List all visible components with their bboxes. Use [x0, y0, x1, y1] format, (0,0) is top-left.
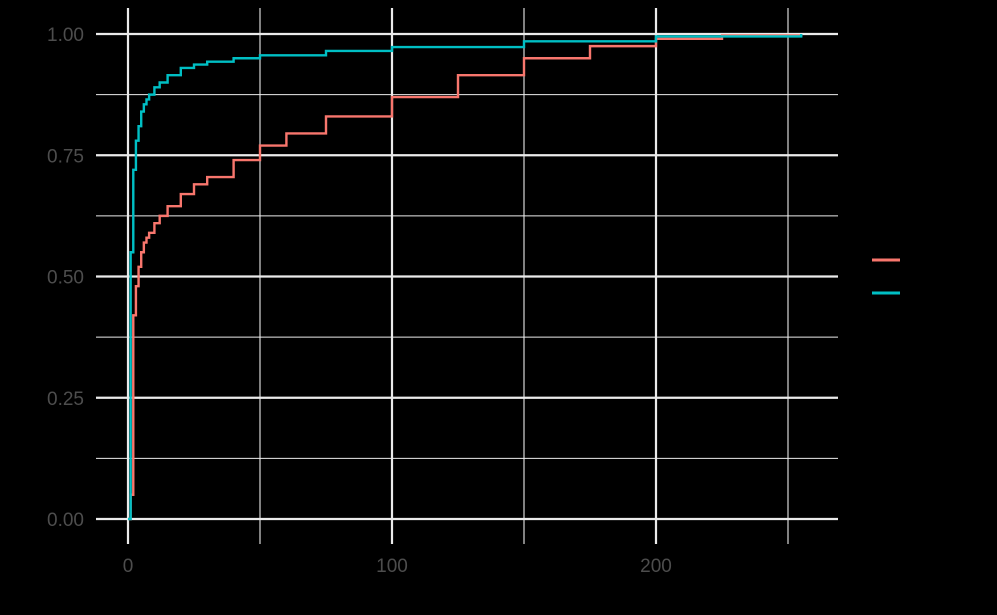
y-tick-label: 0.25 [47, 389, 84, 410]
legend [872, 258, 900, 295]
series-line-0 [128, 34, 803, 521]
major-gridlines [96, 8, 838, 544]
series-line-1 [128, 34, 803, 521]
x-tick-label: 0 [123, 556, 134, 577]
series-lines [128, 34, 803, 521]
x-tick-label: 200 [640, 556, 672, 577]
y-axis-tick-labels: 0.00 0.25 0.50 0.75 1.00 [47, 25, 84, 531]
x-tick-label: 100 [376, 556, 408, 577]
y-tick-label: 0.50 [47, 268, 84, 289]
y-tick-label: 0.00 [47, 510, 84, 531]
y-tick-label: 1.00 [47, 25, 84, 46]
x-axis-tick-labels: 0 100 200 [123, 556, 672, 577]
y-tick-label: 0.75 [47, 146, 84, 167]
